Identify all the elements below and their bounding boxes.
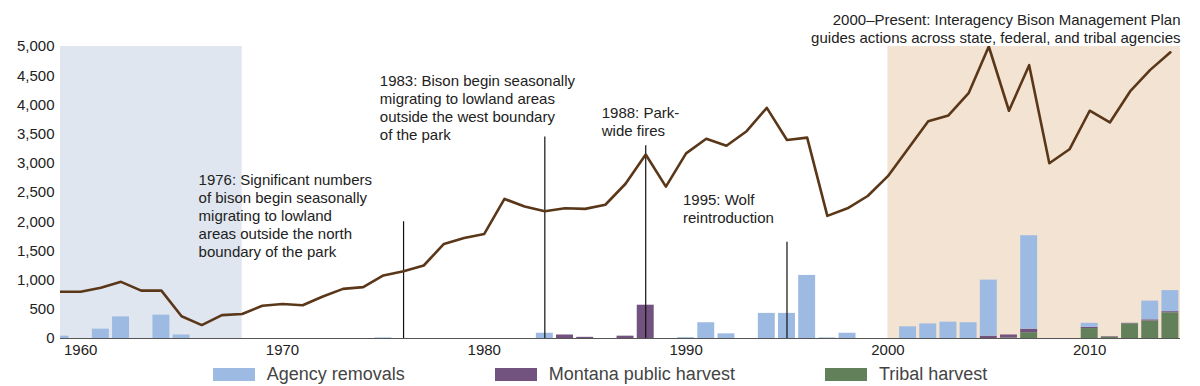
- svg-text:1980: 1980: [468, 341, 501, 358]
- svg-text:2000: 2000: [871, 341, 904, 358]
- svg-text:2,000: 2,000: [17, 213, 55, 230]
- svg-text:5,000: 5,000: [17, 37, 55, 54]
- html-text:Tribal harvest: Tribal harvest: [878, 363, 988, 384]
- svg-text:1960: 1960: [64, 341, 97, 358]
- svg-text:4,000: 4,000: [17, 96, 55, 113]
- svg-text:2000–Present: Interagency Biso: 2000–Present: Interagency Bison Manageme…: [811, 11, 1180, 46]
- svg-text:1983: Bison begin seasonallymi: 1983: Bison begin seasonallymigrating to…: [380, 72, 576, 143]
- svg-text:3,000: 3,000: [17, 154, 55, 171]
- svg-text:0: 0: [46, 329, 54, 346]
- svg-text:1995: Wolfreintroduction: 1995: Wolfreintroduction: [683, 191, 774, 226]
- svg-text:1,500: 1,500: [17, 242, 55, 259]
- svg-text:1970: 1970: [266, 341, 299, 358]
- html-text:Montana public harvest: Montana public harvest: [548, 363, 735, 384]
- svg-text:2,500: 2,500: [17, 183, 55, 200]
- svg-text:2010: 2010: [1073, 341, 1106, 358]
- svg-text:1988: Park-wide fires: 1988: Park-wide fires: [601, 104, 680, 139]
- svg-text:1,000: 1,000: [17, 271, 55, 288]
- svg-text:500: 500: [29, 300, 54, 317]
- svg-text:4,500: 4,500: [17, 67, 55, 84]
- svg-text:1990: 1990: [669, 341, 702, 358]
- svg-text:3,500: 3,500: [17, 125, 55, 142]
- html-text:Agency removals: Agency removals: [266, 363, 405, 384]
- svg-text:1976: Significant numbersof bi: 1976: Significant numbersof bison begin …: [199, 171, 372, 260]
